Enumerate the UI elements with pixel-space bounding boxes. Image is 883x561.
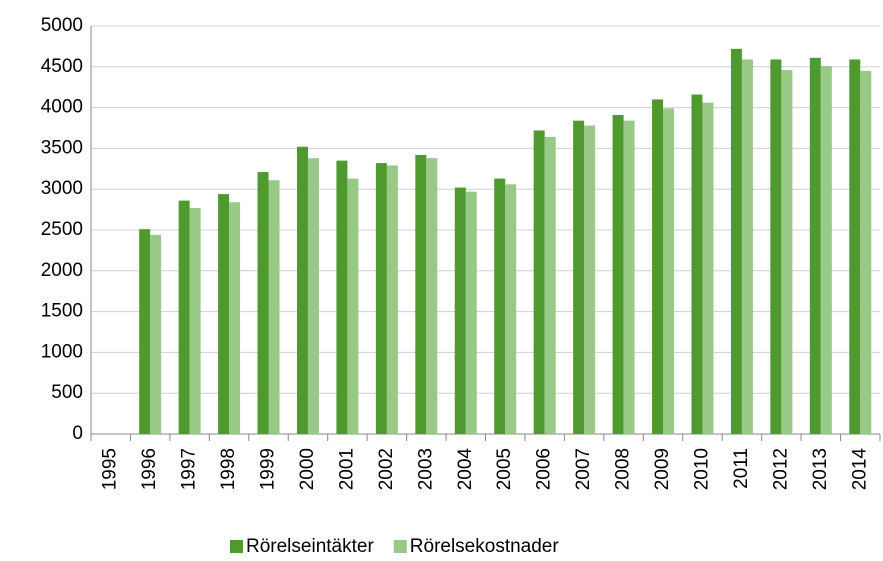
bar (229, 202, 241, 434)
bar (494, 178, 506, 434)
bar (584, 125, 596, 434)
x-tick-label: 2014 (849, 448, 870, 491)
bar (741, 59, 753, 435)
bar (139, 229, 151, 434)
y-tick-label: 3500 (41, 137, 83, 158)
legend-label: Rörelseintäkter (246, 536, 374, 556)
x-tick-label: 2000 (297, 448, 318, 490)
x-tick-label: 2008 (613, 448, 634, 490)
x-tick-label: 2010 (691, 448, 712, 490)
bar (296, 146, 308, 434)
x-tick-label: 1998 (218, 448, 239, 490)
bar (415, 154, 427, 435)
legend-swatch (393, 540, 407, 553)
bar (178, 200, 190, 434)
bar (426, 158, 438, 434)
bar (860, 70, 872, 434)
x-tick-label: 1995 (100, 448, 121, 490)
y-tick-label: 500 (51, 382, 83, 403)
x-tick-label: 2002 (376, 448, 397, 490)
bar (336, 160, 348, 434)
bar (347, 178, 359, 434)
bar (150, 234, 162, 434)
bar (691, 94, 703, 434)
x-tick-label: 1997 (179, 448, 200, 490)
bar (623, 120, 635, 434)
x-tick-label: 2012 (770, 448, 791, 490)
y-tick-label: 5000 (41, 15, 83, 36)
x-tick-label: 2003 (415, 448, 436, 490)
x-tick-label: 2006 (534, 448, 555, 490)
x-tick-label: 2013 (810, 448, 831, 490)
bar (218, 194, 230, 434)
bar (189, 207, 201, 434)
bar (257, 172, 269, 434)
bar (730, 48, 742, 435)
bar (544, 136, 556, 434)
bar (505, 184, 517, 434)
x-tick-label: 1999 (258, 448, 279, 490)
bar (820, 65, 832, 434)
y-tick-label: 3000 (41, 178, 83, 199)
bar (375, 163, 387, 434)
bar (612, 114, 624, 434)
x-tick-label: 2001 (336, 448, 357, 490)
bar (533, 130, 545, 434)
y-tick-label: 2500 (41, 219, 83, 240)
x-tick-label: 2004 (455, 448, 476, 491)
y-tick-label: 1500 (41, 301, 83, 322)
legend-label: Rörelsekostnader (410, 536, 560, 556)
y-tick-label: 1000 (41, 341, 83, 362)
y-tick-label: 2000 (41, 260, 83, 281)
bar (809, 57, 821, 434)
legend-swatch (230, 540, 243, 553)
x-tick-label: 2011 (731, 448, 752, 489)
x-tick-label: 2007 (573, 448, 594, 490)
y-tick-label: 4000 (41, 97, 83, 118)
y-tick-label: 0 (72, 423, 83, 444)
bar (307, 158, 319, 434)
bar (268, 180, 280, 434)
bar (573, 120, 585, 434)
bar (652, 99, 664, 434)
x-tick-label: 1996 (139, 448, 160, 490)
x-tick-label: 2005 (494, 448, 515, 490)
bar (465, 191, 477, 434)
bar (849, 59, 861, 435)
bar (770, 59, 782, 435)
bar (663, 108, 675, 434)
bar (386, 165, 398, 434)
bar (454, 187, 466, 434)
x-tick-label: 2009 (652, 448, 673, 490)
y-tick-label: 4500 (41, 56, 83, 77)
bar (702, 102, 714, 434)
bar (781, 70, 793, 435)
